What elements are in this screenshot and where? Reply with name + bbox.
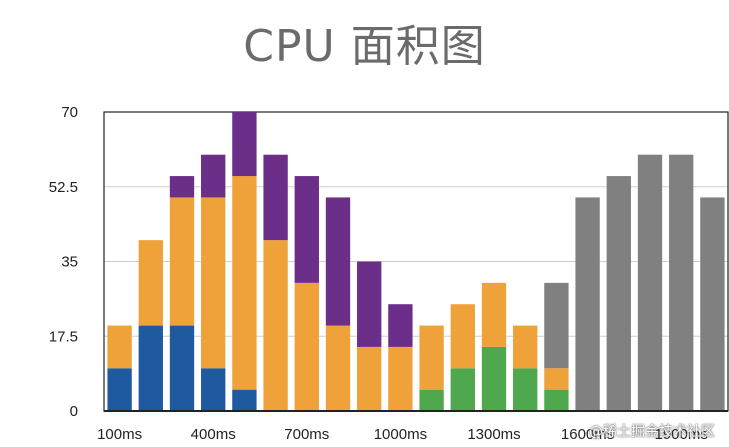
bar-segment	[201, 154, 226, 198]
bar-segment	[138, 240, 163, 326]
x-tick-label: 1000ms	[374, 426, 427, 443]
bar-segment	[201, 368, 226, 411]
y-tick-label: 0	[70, 403, 78, 420]
bar-segment	[232, 112, 257, 177]
x-tick-label: 1900ms	[655, 426, 708, 443]
watermark-text: @稀土掘金技术社区	[589, 424, 715, 440]
bar-segment	[450, 304, 475, 369]
y-tick-label: 17.5	[49, 328, 78, 345]
bar-segment	[232, 389, 257, 411]
chart-title: CPU 面积图	[243, 21, 486, 72]
bar-segment	[513, 368, 538, 411]
bar-segment	[263, 240, 288, 411]
bar-segment	[388, 346, 413, 411]
bar-segment	[138, 325, 163, 411]
bar-segment	[637, 154, 663, 411]
bar-segment	[388, 304, 413, 347]
y-tick-label: 52.5	[49, 179, 78, 196]
bar-segment	[481, 282, 507, 347]
bar-segment	[201, 197, 226, 369]
bar-segment	[700, 197, 725, 411]
bar-segment	[357, 261, 382, 347]
bar-segment	[544, 368, 569, 390]
bar-segment	[107, 325, 132, 369]
bar-segment	[263, 154, 288, 241]
bar-segment	[450, 368, 475, 411]
y-tick-label: 70	[61, 104, 78, 121]
bar-segment	[513, 325, 538, 369]
bar-segment	[325, 197, 351, 326]
bar-segment	[169, 325, 195, 411]
x-tick-label: 1600ms	[561, 426, 614, 443]
bar-segment	[419, 389, 444, 411]
x-tick-label: 1300ms	[467, 426, 520, 443]
bar-segment	[481, 346, 507, 411]
bar-segment	[419, 325, 444, 390]
bar-segment	[169, 197, 195, 326]
bar-segment	[232, 176, 257, 390]
bar-segment	[107, 368, 132, 411]
bar-segment	[325, 325, 351, 411]
bar-segment	[669, 154, 694, 411]
x-tick-label: 100ms	[97, 426, 142, 443]
bar-segment	[544, 282, 569, 369]
bar-segment	[575, 197, 600, 411]
y-tick-label: 35	[61, 254, 78, 271]
x-tick-label: 400ms	[191, 426, 236, 443]
bar-segment	[294, 176, 319, 283]
bar-segment	[544, 389, 569, 411]
bar-segment	[357, 346, 382, 411]
bar-segment	[606, 176, 631, 411]
x-tick-label: 700ms	[284, 426, 329, 443]
bar-segment	[294, 282, 319, 411]
bar-segment	[169, 176, 195, 198]
